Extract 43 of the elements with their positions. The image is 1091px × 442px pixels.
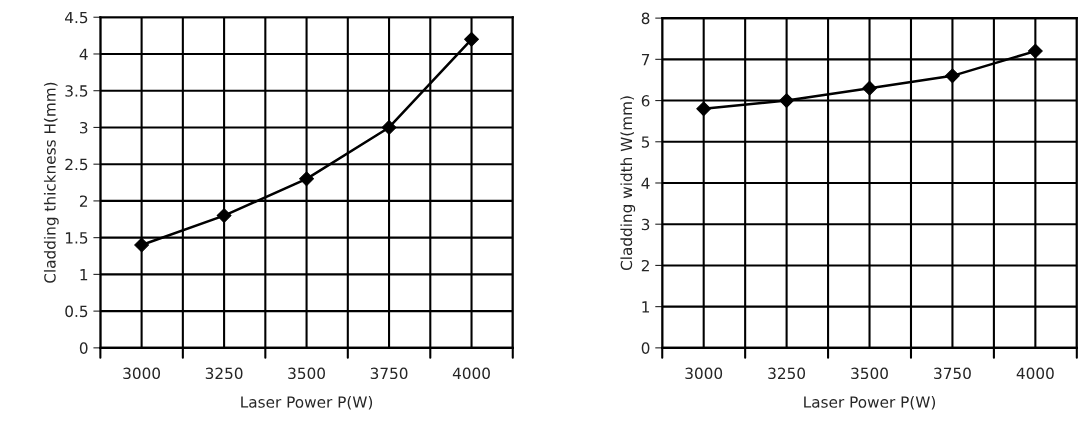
point (945, 68, 960, 84)
y-tick-label: 3 (80, 121, 88, 134)
point (216, 208, 232, 223)
point (1027, 43, 1043, 59)
point (696, 101, 712, 117)
x-tick-label: 3500 (851, 367, 888, 380)
x-axis-title: Laser Power P(W) (241, 395, 373, 410)
x-tick-label: 3750 (370, 367, 408, 380)
y-tick-label: 2 (79, 195, 88, 207)
y-tick-label: 2 (641, 259, 649, 272)
y-tick-label: 0 (79, 342, 88, 354)
point (779, 93, 795, 108)
y-tick-label: 4.5 (65, 11, 88, 24)
x-tick-label: 4000 (452, 367, 490, 380)
y-tick-label: 0.5 (65, 305, 88, 318)
y-tick-label: 2.5 (65, 158, 88, 171)
y-tick-label: 3 (641, 218, 650, 231)
point (862, 80, 877, 96)
y-tick-label: 6 (641, 95, 650, 107)
point (134, 237, 150, 253)
x-tick-label: 3750 (934, 367, 971, 380)
x-tick-label: 4000 (1016, 367, 1054, 380)
x-tick-label: 3250 (768, 367, 806, 380)
x-axis-title: Laser Power P(W) (804, 395, 936, 410)
y-tick-label: 1 (80, 269, 88, 281)
x-tick-label: 3500 (288, 367, 325, 380)
y-tick-label: 7 (641, 54, 650, 66)
y-tick-label: 4 (641, 177, 650, 189)
y-tick-label: 8 (641, 12, 650, 25)
y-axis-title: Cladding thickness H(mm) (43, 82, 59, 283)
x-tick-label: 3250 (205, 367, 243, 380)
y-tick-label: 4 (79, 48, 88, 60)
x-tick-label: 3000 (123, 367, 161, 380)
y-tick-label: 5 (641, 136, 650, 148)
point (464, 31, 479, 47)
y-axis-title: Cladding width W(mm) (620, 96, 636, 271)
point (381, 120, 397, 135)
x-tick-label: 3000 (685, 367, 723, 380)
point (299, 171, 314, 187)
y-tick-label: 0 (641, 342, 650, 354)
y-tick-label: 3.5 (65, 85, 88, 97)
y-tick-label: 1 (642, 301, 650, 313)
y-tick-label: 1.5 (65, 232, 88, 244)
